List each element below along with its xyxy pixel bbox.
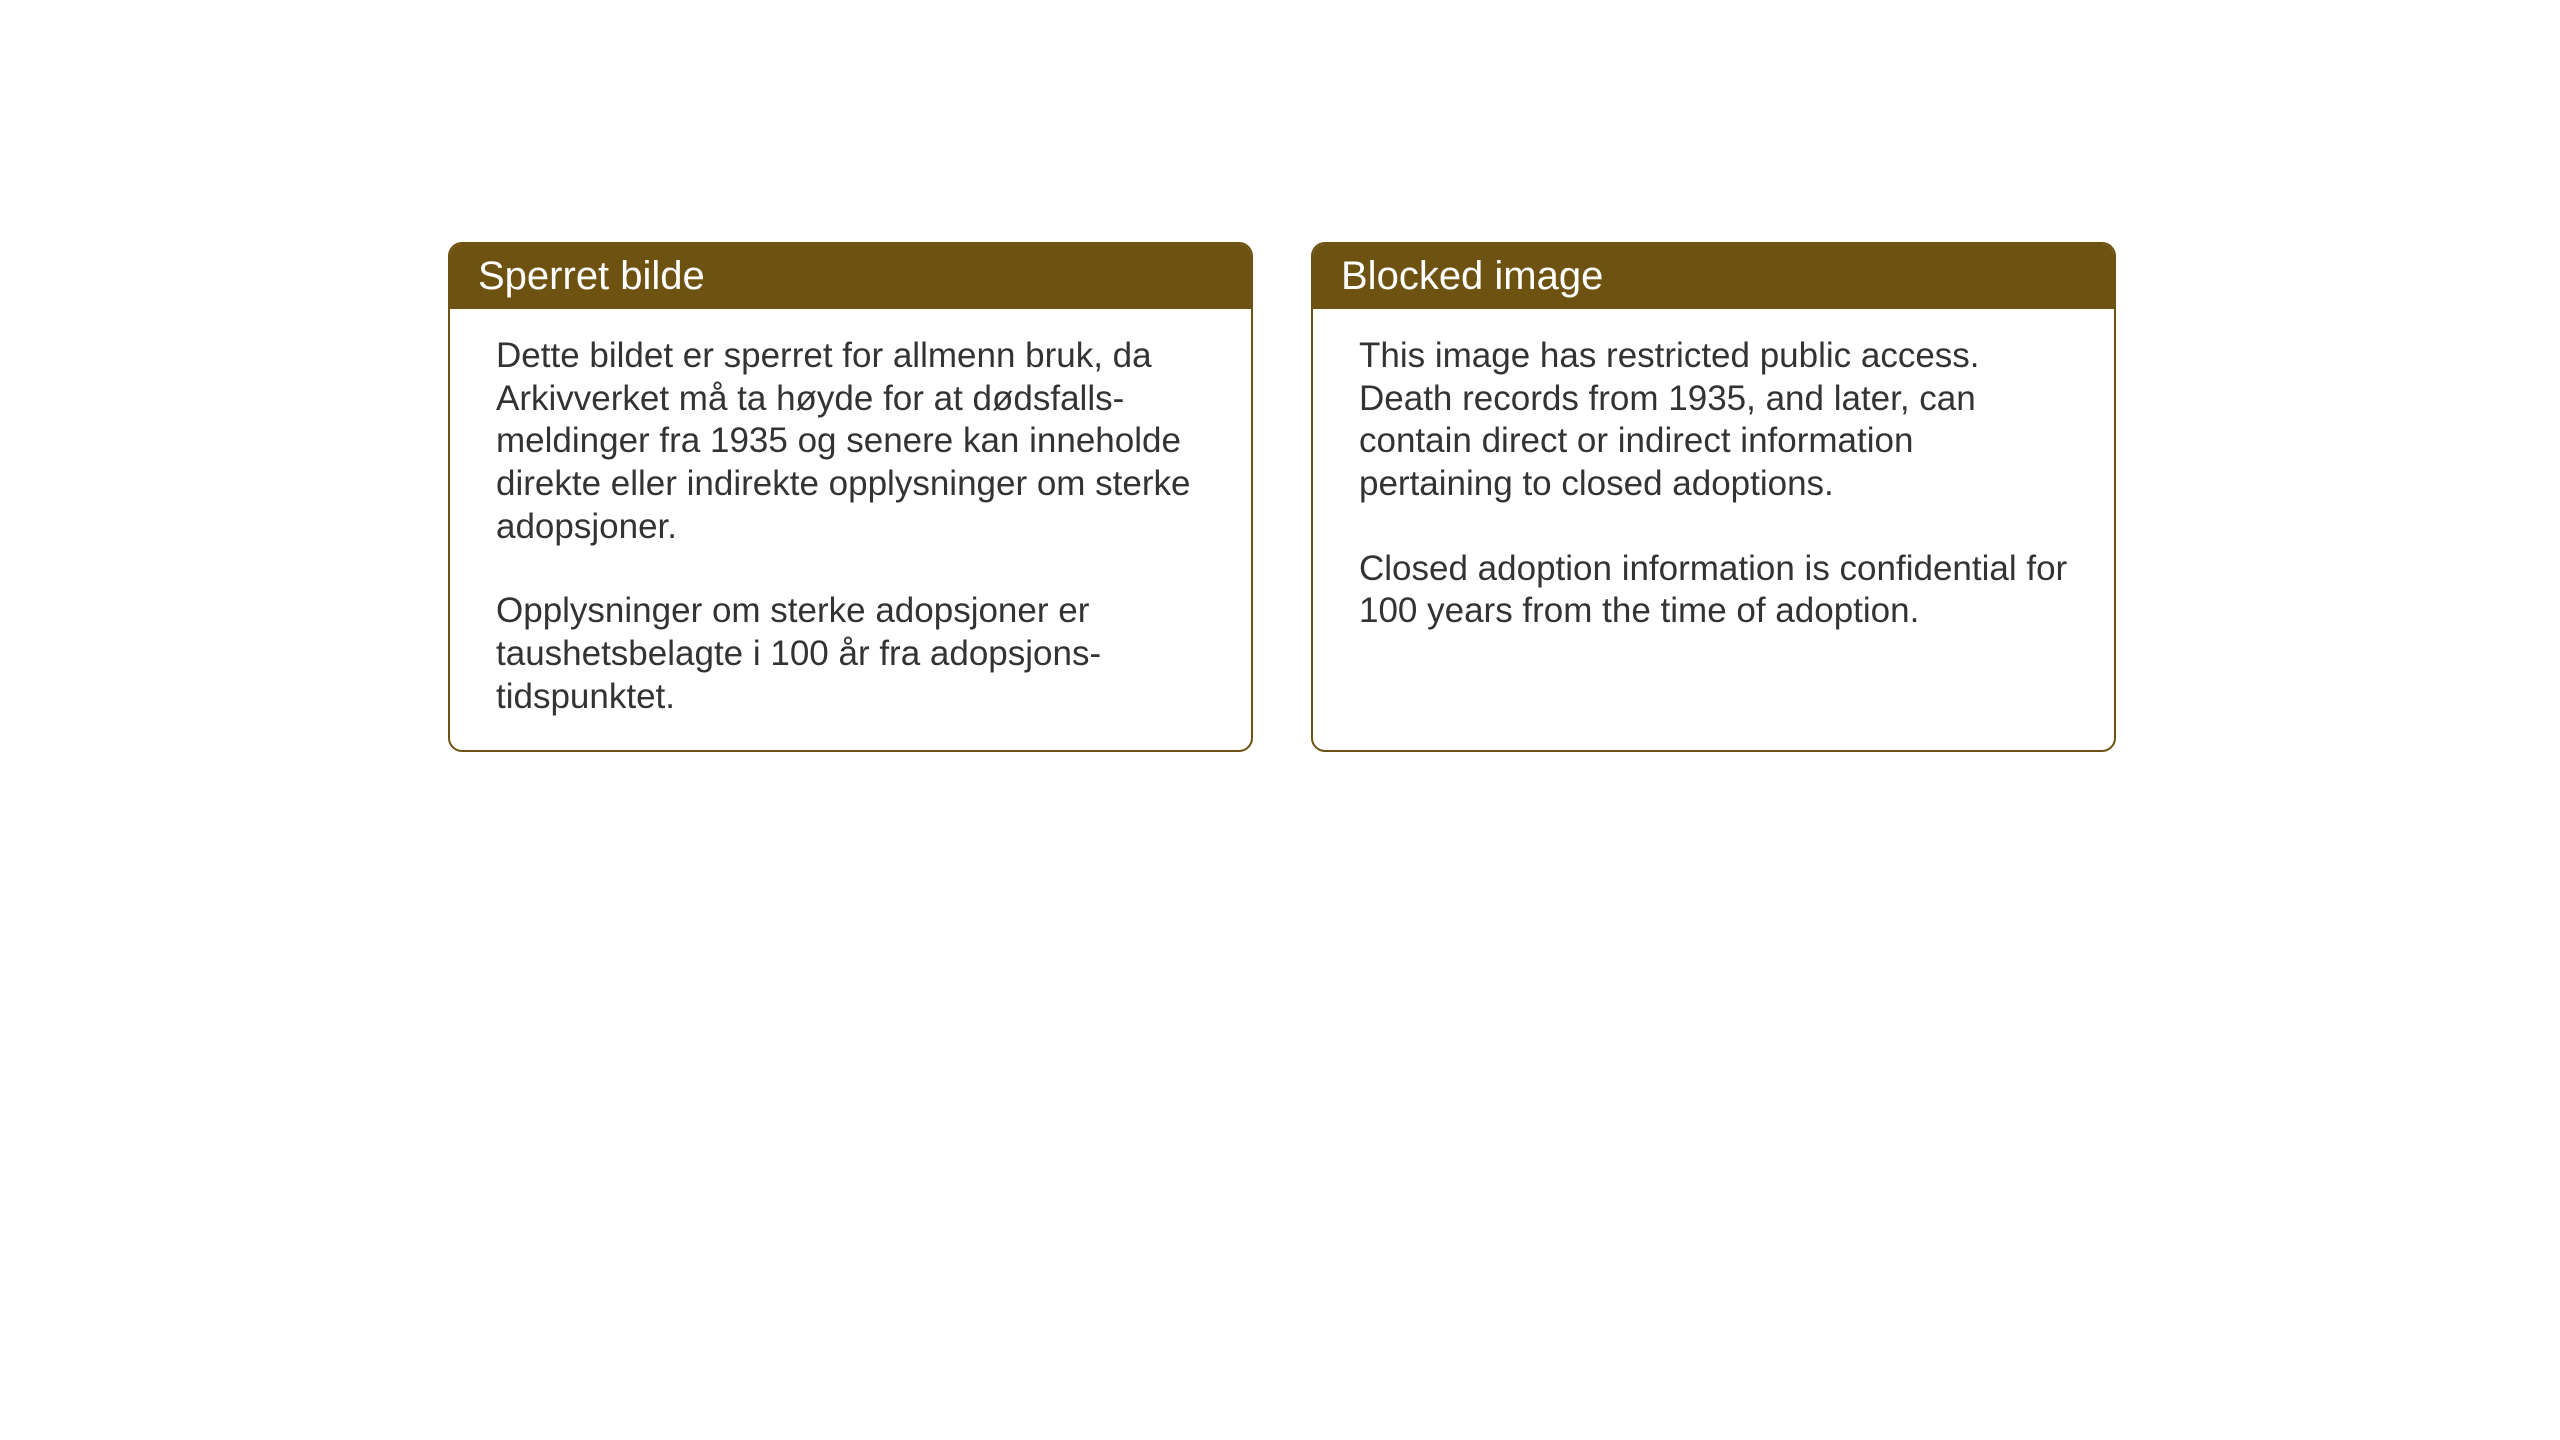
norwegian-card-title: Sperret bilde [450, 244, 1251, 309]
norwegian-notice-card: Sperret bilde Dette bildet er sperret fo… [448, 242, 1253, 752]
english-notice-card: Blocked image This image has restricted … [1311, 242, 2116, 752]
notice-container: Sperret bilde Dette bildet er sperret fo… [448, 242, 2560, 752]
english-card-body: This image has restricted public access.… [1313, 309, 2114, 661]
english-paragraph-1: This image has restricted public access.… [1359, 335, 2068, 506]
english-card-title: Blocked image [1313, 244, 2114, 309]
norwegian-card-body: Dette bildet er sperret for allmenn bruk… [450, 309, 1251, 747]
english-paragraph-2: Closed adoption information is confident… [1359, 548, 2068, 633]
norwegian-paragraph-2: Opplysninger om sterke adopsjoner er tau… [496, 590, 1205, 718]
norwegian-paragraph-1: Dette bildet er sperret for allmenn bruk… [496, 335, 1205, 548]
